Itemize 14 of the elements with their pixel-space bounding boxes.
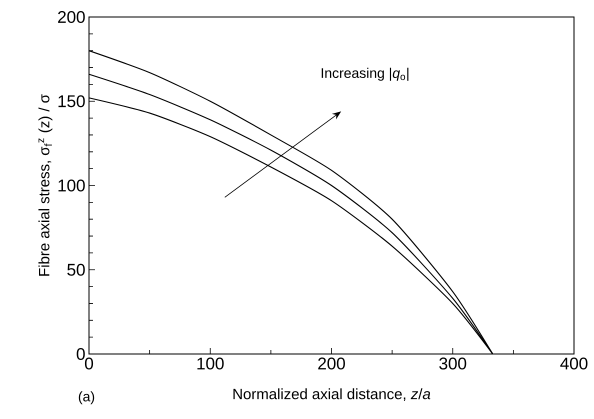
- y-tick-label: 150: [58, 95, 85, 108]
- x-tick-label: 0: [84, 358, 94, 370]
- y-tick-label: 100: [58, 180, 85, 192]
- y-tick-label: 0: [76, 348, 85, 360]
- x-tick-label: 400: [560, 358, 588, 370]
- x-tick-label: 300: [439, 358, 466, 370]
- y-axis-title: Fibre axial stress, σ$_{f}$$^{z}$ (z) / σ: [38, 94, 52, 276]
- annotation: Increasing |q$_{o}$|: [322, 68, 408, 81]
- x-tick-label: 200: [318, 358, 345, 370]
- text: (a): [78, 391, 94, 404]
- x-tick-label: 100: [197, 358, 224, 370]
- x-axis-title: Normalized axial distance, z/a: [233, 388, 430, 402]
- y-tick-label: 50: [67, 264, 85, 276]
- y-tick-label: 200: [58, 11, 85, 23]
